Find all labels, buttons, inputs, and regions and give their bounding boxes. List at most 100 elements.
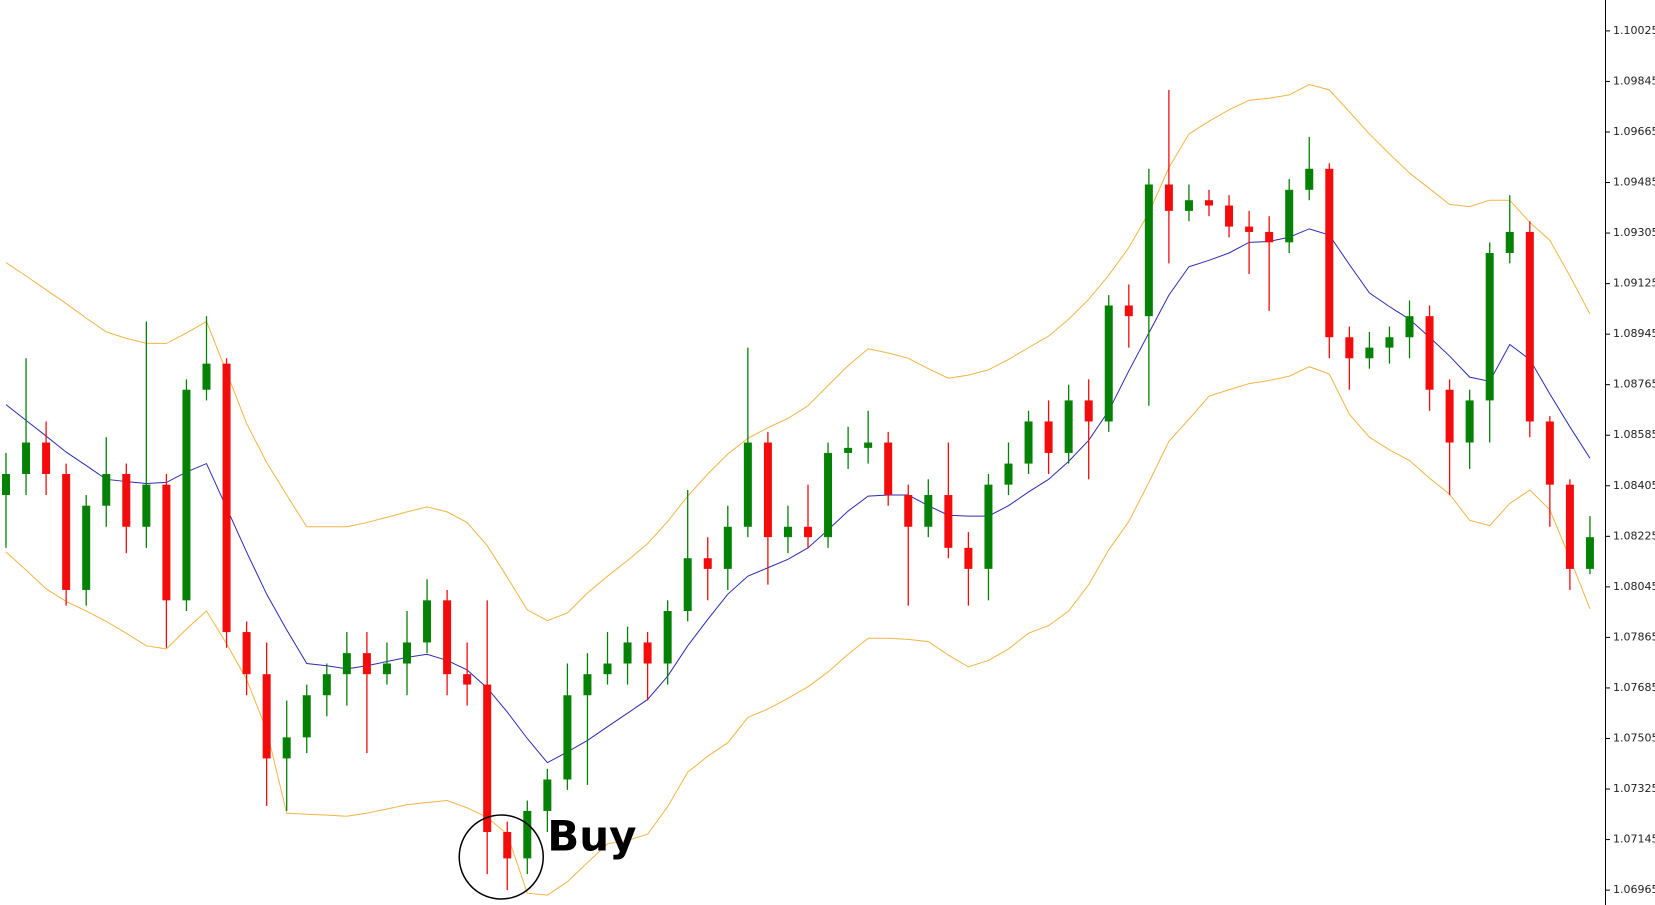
candle-body <box>202 363 211 390</box>
y-tick-label: 1.09305 <box>1613 226 1655 239</box>
candle-body <box>643 642 652 664</box>
y-tick-label: 1.08405 <box>1613 479 1655 492</box>
candle-body <box>723 526 732 569</box>
candle-body <box>824 452 833 538</box>
annotation-text: Buy <box>547 812 636 861</box>
candle-body <box>663 611 672 664</box>
y-tick-label: 1.08225 <box>1613 529 1655 542</box>
candle-body <box>1205 200 1213 206</box>
candle-body <box>884 442 893 496</box>
y-tick-label: 1.09845 <box>1613 74 1655 87</box>
candle-body <box>423 600 432 643</box>
candle-body <box>1104 305 1113 422</box>
candle-body <box>1465 400 1474 443</box>
candle-body <box>1184 200 1193 211</box>
candle-body <box>1164 184 1173 211</box>
y-tick-label: 1.07865 <box>1613 630 1655 643</box>
candle-body <box>1084 400 1093 422</box>
candle-body <box>583 674 592 696</box>
candle-body <box>1024 421 1033 464</box>
candle-body <box>1245 226 1254 232</box>
candle-body <box>82 505 91 590</box>
candle-body <box>142 484 151 527</box>
candle-body <box>1485 252 1494 401</box>
y-tick-label: 1.08945 <box>1613 327 1655 340</box>
candle-body <box>1044 421 1053 453</box>
candle-body <box>563 695 572 780</box>
y-tick-label: 1.07685 <box>1613 681 1655 694</box>
candle-body <box>1144 184 1153 317</box>
candle-body <box>964 547 973 569</box>
candle-body <box>182 389 191 601</box>
candle-body <box>904 495 913 527</box>
candle-body <box>1385 337 1394 348</box>
candle-body <box>1405 316 1414 338</box>
candle-body <box>1305 168 1314 190</box>
candle-body <box>322 674 331 696</box>
candle-body <box>703 558 712 569</box>
candle-body <box>362 653 371 675</box>
candle-body <box>944 495 953 548</box>
candle-body <box>763 442 772 538</box>
candle-body <box>1585 537 1594 569</box>
candle-body <box>984 484 993 569</box>
candle-body <box>603 663 612 675</box>
candle-body <box>122 473 131 527</box>
candle-body <box>22 442 31 474</box>
annotation-circle <box>458 814 544 900</box>
candle-body <box>342 653 351 675</box>
candle-body <box>262 674 271 759</box>
candle-body <box>242 632 251 675</box>
candle-body <box>1285 189 1294 243</box>
candle-body <box>162 484 171 601</box>
candle-body <box>1525 231 1534 422</box>
candle-body <box>783 526 792 538</box>
y-tick-label: 1.08585 <box>1613 428 1655 441</box>
candle-body <box>403 642 411 664</box>
candle-body <box>743 442 752 527</box>
candle-body <box>302 695 311 738</box>
candle-body <box>1345 337 1354 359</box>
candle-body <box>924 495 933 527</box>
candle-body <box>1445 389 1454 443</box>
y-tick-label: 1.08765 <box>1613 378 1655 391</box>
candle-body <box>503 831 512 859</box>
y-tick-label: 1.08045 <box>1613 580 1655 593</box>
y-tick-label: 1.07505 <box>1613 731 1655 744</box>
y-tick-label: 1.07145 <box>1613 833 1655 846</box>
candle-body <box>282 737 291 759</box>
candle-body <box>2 473 10 496</box>
candle-body <box>62 473 71 590</box>
candle-body <box>483 684 492 832</box>
y-tick-label: 1.06965 <box>1613 883 1655 896</box>
candles <box>2 89 1594 891</box>
candle-body <box>523 810 532 859</box>
y-tick-label: 1.09125 <box>1613 277 1655 290</box>
annotation: Buy <box>458 812 637 900</box>
candle-body <box>222 363 231 633</box>
candle-body <box>1325 168 1334 338</box>
candle-body <box>1425 316 1434 390</box>
candle-body <box>683 558 692 612</box>
y-tick-label: 1.09485 <box>1613 176 1655 189</box>
candle-body <box>1064 400 1073 453</box>
candle-body <box>844 447 853 453</box>
candle-body <box>102 473 111 506</box>
candle-body <box>1505 231 1514 253</box>
band-line <box>5 83 1591 622</box>
price-axis: 1.10025 1.09845 1.09665 1.09485 1.09305 1.091… <box>1605 24 1655 896</box>
candle-body <box>1004 463 1013 485</box>
candle-body <box>443 600 452 675</box>
candle-body <box>1545 421 1554 485</box>
candle-body <box>864 442 873 448</box>
candle-body <box>623 642 632 664</box>
candle-body <box>463 674 472 685</box>
y-tick-label: 1.07325 <box>1613 782 1655 795</box>
candle-body <box>543 779 552 811</box>
candle-body <box>1124 305 1133 317</box>
candle-body <box>1565 484 1574 569</box>
y-tick-label: 1.10025 <box>1613 24 1655 37</box>
candle-body <box>382 663 391 675</box>
